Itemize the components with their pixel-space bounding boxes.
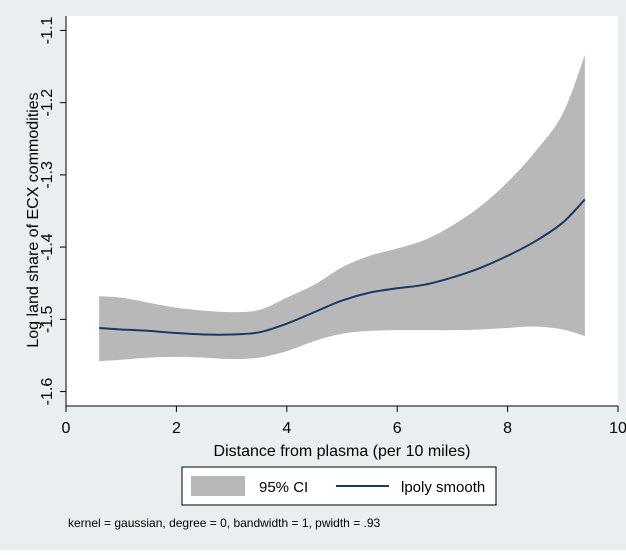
x-tick-label: 4	[282, 420, 291, 437]
x-tick-label: 2	[172, 420, 181, 437]
x-tick-label: 8	[503, 420, 512, 437]
y-tick-label: -1.6	[39, 378, 56, 406]
chart-note: kernel = gaussian, degree = 0, bandwidth…	[68, 516, 381, 530]
legend-swatch-ci	[191, 476, 245, 496]
legend-label-ci: 95% CI	[259, 479, 308, 496]
x-tick-label: 10	[609, 420, 626, 437]
x-axis-title: Distance from plasma (per 10 miles)	[214, 443, 471, 460]
legend: 95% CI lpoly smooth	[181, 466, 497, 506]
y-tick-label: -1.2	[39, 89, 56, 117]
y-tick-label: -1.4	[39, 233, 56, 261]
y-axis-title: Log land share of ECX commodities	[25, 92, 42, 347]
legend-label-smooth: lpoly smooth	[401, 479, 485, 496]
y-tick-label: -1.5	[39, 305, 56, 333]
y-tick-label: -1.3	[39, 161, 56, 189]
y-tick-label: -1.1	[39, 17, 56, 45]
x-tick-label: 6	[393, 420, 402, 437]
x-tick-label: 0	[62, 420, 71, 437]
ci-band	[99, 55, 585, 362]
lpoly-smooth-line	[99, 198, 586, 336]
